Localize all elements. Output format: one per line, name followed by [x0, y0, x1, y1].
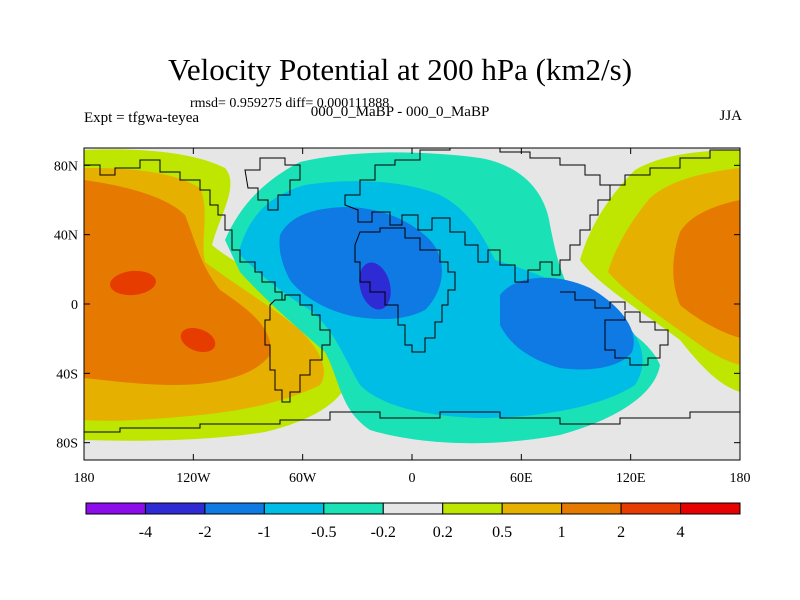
colorbar-swatch [263, 502, 325, 515]
x-tick-label: 0 [409, 471, 416, 486]
x-tick-label: 180 [730, 471, 751, 486]
y-tick-label: 80N [54, 159, 78, 174]
colorbar-swatch [144, 502, 206, 515]
outline-africa [354, 227, 456, 353]
contour-positive-2-a [110, 270, 156, 296]
colorbar-swatch [85, 502, 146, 515]
colorbar-label: 4 [677, 524, 685, 541]
contour-negative-1-east [500, 277, 634, 370]
colorbar-swatch [382, 502, 444, 515]
continent-outlines [84, 148, 740, 433]
figure-title: Velocity Potential at 200 hPa (km2/s) [167, 52, 633, 87]
colorbar-swatch [620, 502, 682, 515]
contour-negative-1-west [279, 207, 442, 320]
outline-australia [604, 311, 669, 366]
x-tick-label: 180 [74, 471, 95, 486]
colorbar-label: 1 [558, 524, 566, 541]
colorbar-label: 0.2 [433, 524, 453, 541]
rmsd-diff-stats: rmsd= 0.959275 diff= 0.000111888 [190, 96, 390, 111]
y-tick-label: 40S [56, 367, 78, 382]
outline-south-america [264, 294, 331, 403]
y-axis: 80N 40N 0 40S 80S [54, 159, 740, 452]
colorbar-label: -1 [258, 524, 271, 541]
outline-north-america [84, 159, 283, 300]
contour-positive-2-b [180, 327, 216, 353]
outline-antarctica [84, 411, 740, 433]
x-tick-label: 60W [289, 471, 317, 486]
colorbar-swatch [204, 502, 265, 515]
colorbar-label: -0.5 [311, 524, 336, 541]
x-tick-label: 120W [176, 471, 211, 486]
colorbar-label: -0.2 [371, 524, 396, 541]
colorbar-label: -4 [139, 524, 152, 541]
colorbar-label: 2 [617, 524, 625, 541]
contour-fill [84, 149, 740, 444]
colorbar-label: 0.5 [492, 524, 512, 541]
colorbar-swatch [442, 502, 503, 515]
y-tick-label: 80S [56, 437, 78, 452]
colorbar: -4 -2 -1 -0.5 -0.2 0.2 0.5 1 2 4 [85, 502, 741, 541]
contour-positive-1-east [673, 200, 740, 338]
y-tick-label: 40N [54, 229, 78, 244]
outline-eurasia [344, 148, 611, 283]
outline-indonesia [560, 291, 626, 310]
colorbar-swatch [323, 502, 384, 515]
x-tick-label: 120E [616, 471, 646, 486]
case-subtitle: 000_0_MaBP - 000_0_MaBP [310, 104, 490, 120]
x-tick-label: 60E [510, 471, 533, 486]
colorbar-swatch [680, 502, 741, 515]
colorbar-swatch [561, 502, 622, 515]
experiment-label: Expt = tfgwa-teyea [84, 110, 200, 126]
contour-negative-2 [359, 262, 391, 310]
y-tick-label: 0 [71, 298, 78, 313]
colorbar-label: -2 [198, 524, 211, 541]
contour-positive-1-west [84, 180, 271, 385]
season-label: JJA [719, 108, 742, 124]
x-axis: 180 120W 60W 0 60E 120E 180 [74, 148, 751, 486]
colorbar-swatch [501, 502, 563, 515]
outline-greenland [244, 157, 301, 211]
outline-east-asia [610, 149, 740, 186]
